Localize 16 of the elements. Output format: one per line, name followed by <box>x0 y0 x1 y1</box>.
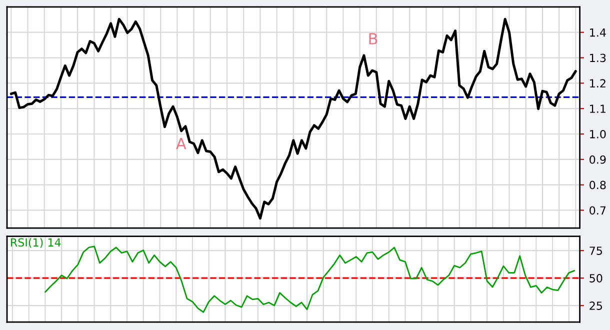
y-tick-label: 1.0 <box>590 130 606 138</box>
y-tick-label: 1.2 <box>590 79 606 88</box>
line-series <box>44 246 576 313</box>
y-tick-label: 0.8 <box>590 180 606 190</box>
y-tick-label: 1.4 <box>590 28 606 37</box>
y-tick-label: 0.9 <box>590 155 606 164</box>
line-series <box>10 18 577 220</box>
y-tick-label: 75 <box>590 246 602 255</box>
text: RSI(1) 14 <box>10 238 61 248</box>
y-tick-label: 1.3 <box>590 54 606 62</box>
annotation: A <box>176 138 186 150</box>
annotation: B <box>369 33 378 44</box>
y-tick-label: 50 <box>590 274 602 282</box>
y-tick-label: 25 <box>590 302 602 310</box>
y-tick-label: 1.1 <box>590 104 606 113</box>
y-tick-label: 0.7 <box>590 206 606 215</box>
